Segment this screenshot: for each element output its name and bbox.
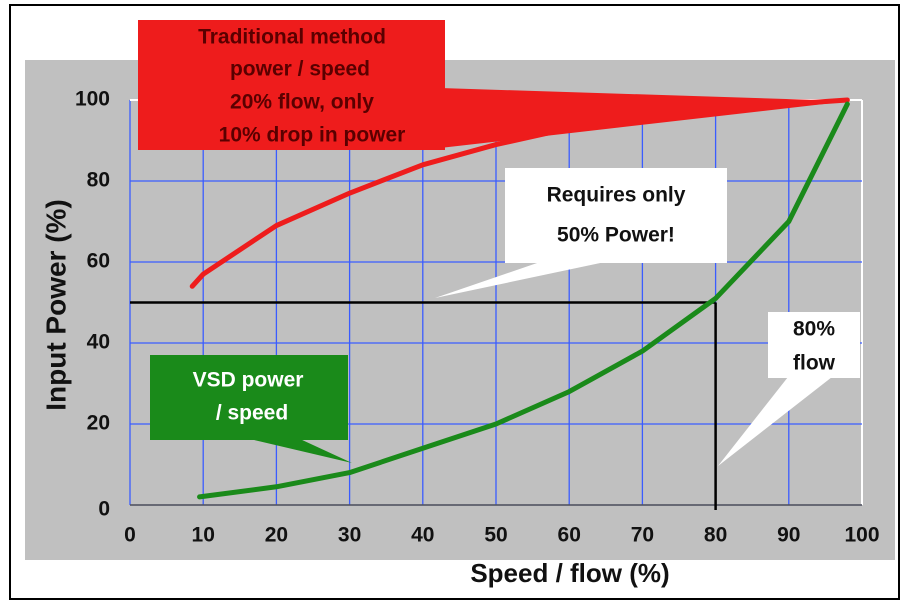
callout-box bbox=[150, 355, 348, 440]
callout-tail bbox=[440, 88, 850, 148]
annotation: / speed bbox=[216, 402, 288, 425]
grid bbox=[129, 99, 863, 510]
callout-tail bbox=[250, 439, 352, 463]
x-tick-label: 90 bbox=[777, 524, 800, 547]
y-axis-label: Input Power (%) bbox=[40, 199, 71, 411]
annotation: VSD power bbox=[193, 369, 304, 392]
callout-box bbox=[768, 312, 860, 378]
x-tick-label: 10 bbox=[192, 524, 215, 547]
y-tick-label: 0 bbox=[98, 498, 110, 521]
annotation: flow bbox=[793, 352, 836, 375]
callout-box bbox=[138, 20, 445, 150]
callout-tail bbox=[435, 262, 605, 298]
annotation: Traditional method bbox=[198, 26, 386, 49]
annotation: 50% Power! bbox=[557, 224, 675, 247]
y-tick-label: 60 bbox=[87, 250, 110, 273]
line-series bbox=[197, 101, 850, 500]
callout-box bbox=[505, 168, 727, 263]
y-tick-label: 40 bbox=[87, 331, 110, 354]
x-tick-label: 60 bbox=[558, 524, 581, 547]
x-tick-label: 40 bbox=[411, 524, 434, 547]
y-tick-label: 80 bbox=[87, 169, 110, 192]
annotation: 80% bbox=[793, 318, 835, 341]
annotation: 10% drop in power bbox=[219, 124, 406, 147]
y-tick-label: 20 bbox=[87, 412, 110, 435]
x-tick-label: 20 bbox=[265, 524, 288, 547]
x-tick-label: 100 bbox=[844, 524, 879, 547]
x-tick-label: 70 bbox=[631, 524, 654, 547]
annotation: 20% flow, only bbox=[230, 91, 374, 114]
x-tick-label: 30 bbox=[338, 524, 361, 547]
x-tick-label: 50 bbox=[484, 524, 507, 547]
x-tick-label: 80 bbox=[704, 524, 727, 547]
callout-tail bbox=[718, 377, 832, 466]
y-tick-label: 100 bbox=[75, 88, 110, 111]
annotation: power / speed bbox=[230, 58, 370, 81]
x-tick-label: 0 bbox=[124, 524, 136, 547]
x-axis-label: Speed / flow (%) bbox=[470, 558, 669, 588]
annotation: Requires only bbox=[547, 184, 686, 207]
